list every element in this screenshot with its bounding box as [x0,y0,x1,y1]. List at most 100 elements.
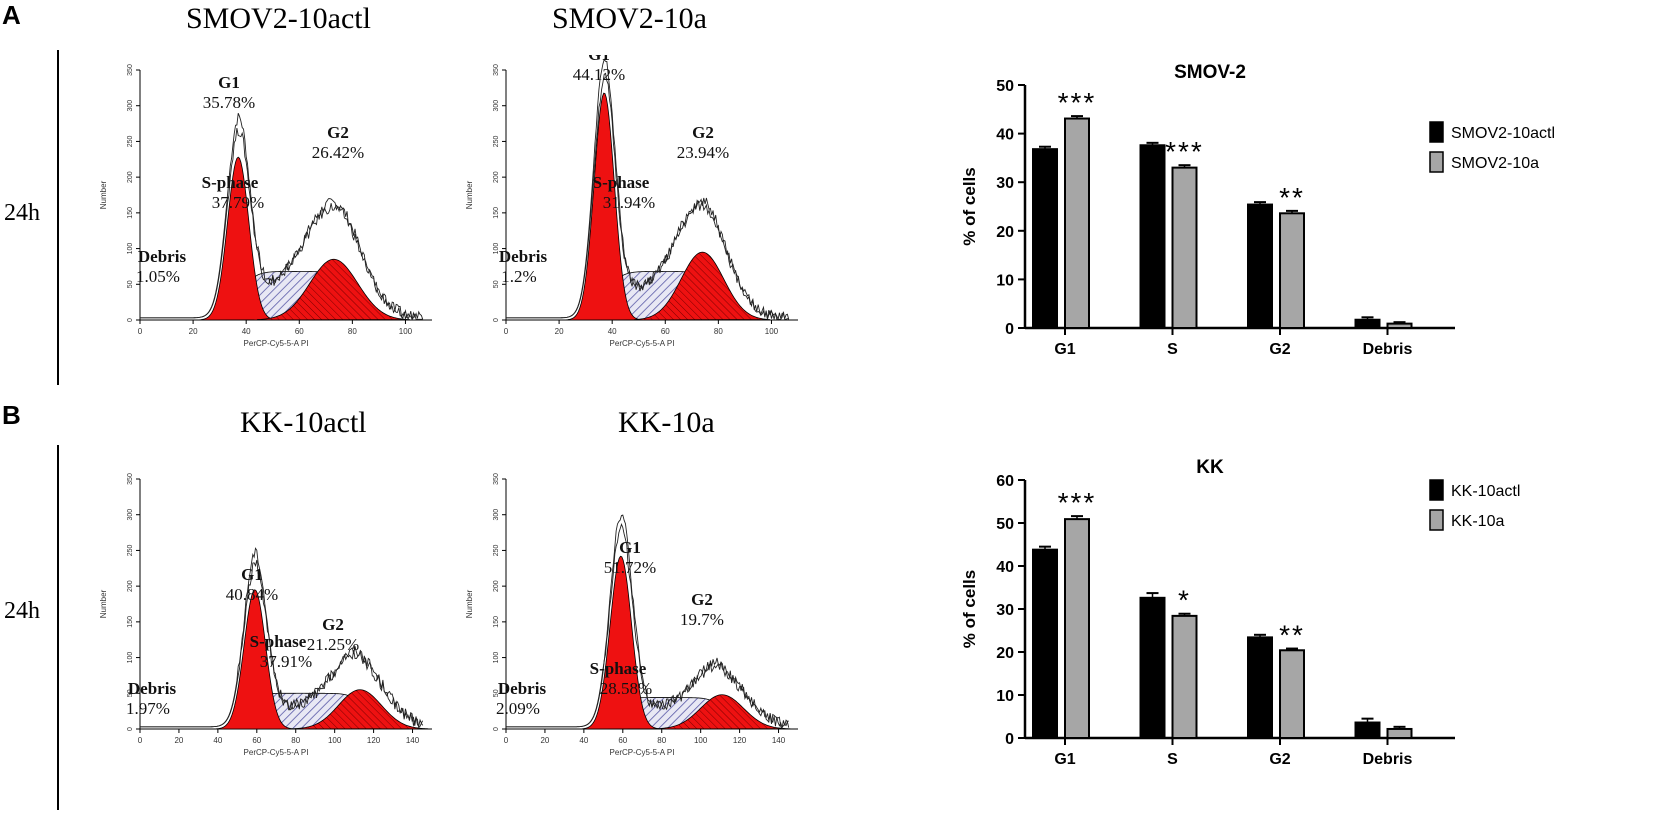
g2-peak [653,694,791,730]
x-tick-label: 60 [661,327,670,336]
bar-kk-10a-debris [1386,727,1413,740]
raw-histogram-outline [140,559,424,729]
debris-percent: 1.05% [136,267,180,286]
x-axis-label: PerCP-Cy5-5-A PI [610,748,675,757]
debris-percent: 2.09% [496,699,540,718]
y-tick-label: 350 [493,64,500,76]
y-tick-label: 100 [127,652,134,664]
bar-smov2-10a-g1 [1064,117,1090,330]
x-tick-label: 40 [579,736,588,745]
bar-smov2-10actl-debris [1354,318,1381,330]
x-tick-label-g2: G2 [1269,751,1290,768]
bar-kk-10actl-debris [1354,721,1381,739]
x-tick-label: 120 [367,736,381,745]
y-tick-label: 200 [127,580,134,592]
flow-histogram-smov2-10a: 0 50 100 150 200 250 300 350 Number 0 20 40 60 80 100 P… [465,55,798,348]
raw-histogram-outline [506,522,789,730]
y-tick-label: 0 [1005,321,1014,338]
s-phase-percent: 37.79% [212,193,264,212]
s-phase-percent: 37.91% [260,652,312,671]
y-tick-label: 10 [996,272,1014,289]
x-tick-label: 0 [138,736,143,745]
flow-title-smov2-10a: SMOV2-10a [552,2,707,35]
bar-kk-10a-g2 [1279,649,1305,739]
bar-smov2-10a-g2 [1279,212,1305,329]
x-tick-label-g1: G1 [1054,751,1075,768]
g1-percent: 35.78% [203,93,255,112]
y-tick-label: 150 [127,207,134,219]
y-tick-label: 200 [493,580,500,592]
x-axis-label: PerCP-Cy5-5-A PI [610,339,675,348]
g2-peak [256,258,410,321]
s-phase-label: S-phase [250,632,307,651]
x-tick-label: 80 [348,327,357,336]
g1-label: G1 [241,565,263,584]
flow-title-kk-10a: KK-10a [618,406,715,439]
x-tick-label: 60 [618,736,627,745]
flow-title-kk-10actl: KK-10actl [240,406,367,439]
y-tick-label: 300 [493,100,500,112]
flow-histogram-kk-10a: 0 50 100 150 200 250 300 350 Number 0 20 40 60 80 100 1… [465,473,798,757]
significance-marker: *** [1058,87,1097,118]
g1-peak [563,92,644,321]
g2-peak [634,251,770,321]
s-phase-percent: 31.94% [603,193,655,212]
legend-swatch-smov2-10actl [1429,121,1444,143]
y-axis-label: Number [465,180,474,209]
g1-peak [211,589,297,730]
bar-kk-10a-s [1171,614,1198,740]
x-tick-label-s: S [1167,751,1178,768]
y-tick-label: 350 [493,473,500,485]
legend-swatch-kk-10actl [1429,479,1444,501]
debris-label: Debris [498,679,547,698]
y-tick-label: 40 [996,559,1014,576]
s-phase-label: S-phase [593,173,650,192]
x-tick-label-g2: G2 [1269,341,1290,358]
bar-kk-10actl-g2 [1247,636,1273,740]
x-tick-label: 140 [772,736,786,745]
legend-label-kk-10actl: KK-10actl [1451,483,1520,500]
s-phase-label: S-phase [202,173,259,192]
y-tick-label: 30 [996,175,1014,192]
x-tick-label: 100 [328,736,342,745]
significance-marker: * [1178,585,1191,616]
g1-label: G1 [619,538,641,557]
y-tick-label: 50 [127,280,134,288]
panel-letter-a: A [2,0,21,30]
x-tick-label: 80 [714,327,723,336]
panel-letter-b: B [2,400,21,430]
chart-title: KK [1196,457,1224,478]
y-tick-label: 250 [127,544,134,556]
x-tick-label: 40 [608,327,617,336]
chart-title: SMOV-2 [1174,62,1246,83]
y-tick-label: 150 [127,616,134,628]
y-axis-label: Number [465,589,474,618]
x-axis-label: PerCP-Cy5-5-A PI [244,339,309,348]
g1-peak [577,555,663,730]
y-tick-label: 200 [493,171,500,183]
g2-label: G2 [692,123,714,142]
x-tick-label: 80 [291,736,300,745]
flow-title-smov2-10actl: SMOV2-10actl [186,2,371,35]
bar-kk-10actl-s [1139,596,1166,739]
panel-b-divider [57,445,59,810]
y-tick-label: 60 [996,473,1014,490]
y-tick-label: 10 [996,688,1014,705]
x-tick-label: 60 [295,327,304,336]
g1-percent: 44.12% [573,65,625,84]
g2-percent: 23.94% [677,143,729,162]
g2-label: G2 [327,123,349,142]
x-tick-label-debris: Debris [1363,341,1413,358]
raw-histogram-outline [506,72,790,321]
y-axis-label: Number [99,589,108,618]
flow-histogram-smov2-10actl: 0 50 100 150 200 250 300 350 Number 0 20 40 60 80 100 P… [99,64,432,348]
debris-label: Debris [128,679,177,698]
legend-label-smov2-10a: SMOV2-10a [1451,155,1539,172]
x-tick-label: 20 [540,736,549,745]
g2-label: G2 [322,615,344,634]
y-tick-label: 50 [996,78,1014,95]
x-tick-label-s: S [1167,341,1178,358]
y-axis-label: % of cells [960,167,979,245]
y-tick-label: 250 [127,135,134,147]
g1-label: G1 [218,73,240,92]
